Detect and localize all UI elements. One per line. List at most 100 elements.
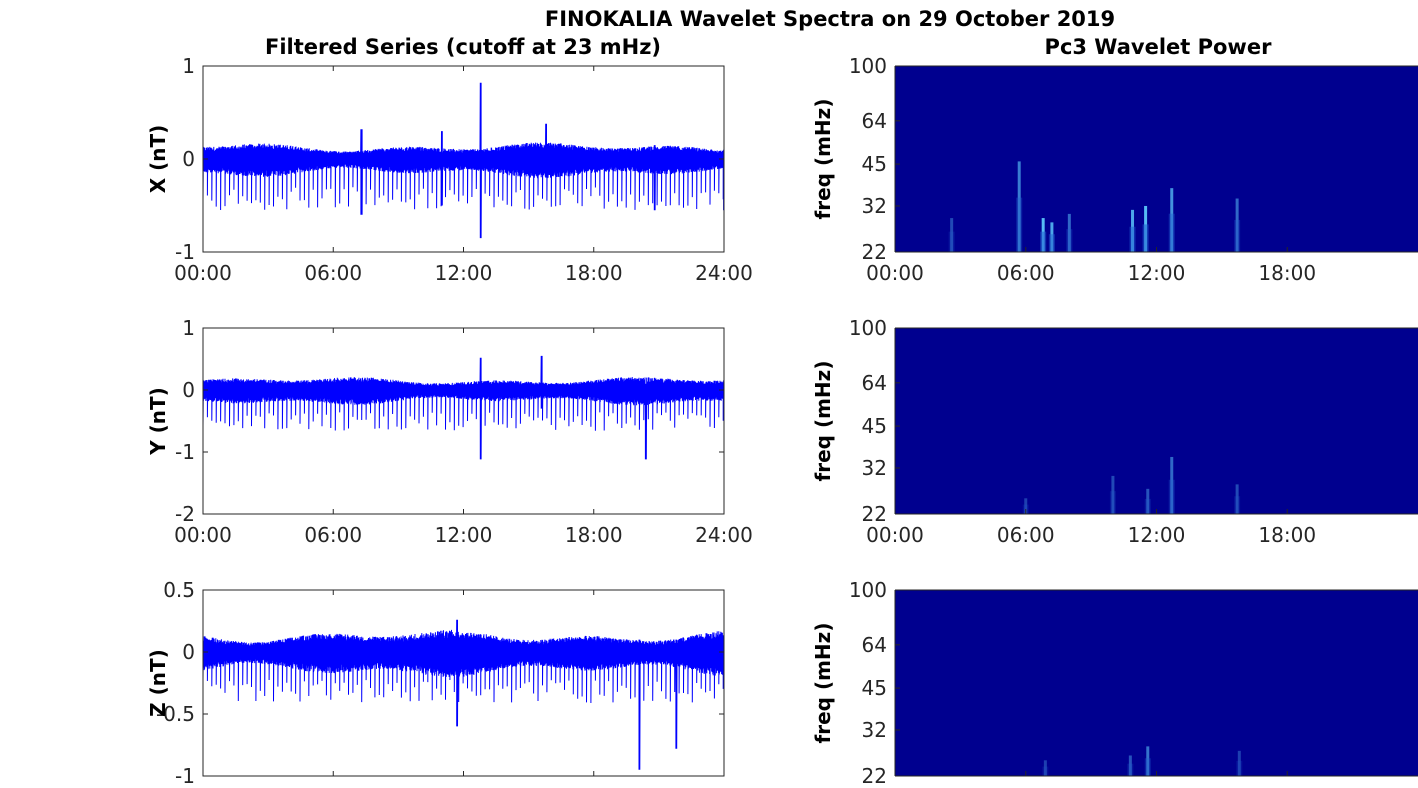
power-burst (1235, 484, 1239, 514)
figure-title: FINOKALIA Wavelet Spectra on 29 October … (545, 7, 1115, 31)
y-axis-label: freq (mHz) (811, 99, 835, 220)
x-tick-label: 00:00 (174, 261, 232, 285)
power-burst-glow (1016, 197, 1023, 252)
power-burst (1043, 760, 1047, 776)
series-line-x (203, 82, 724, 239)
power-burst-glow (1127, 763, 1134, 776)
y-tick-label: -1 (175, 240, 195, 264)
x-tick-label: 00:00 (866, 261, 924, 285)
panel-y-series: 1 0 -1 -200:00 06:00 12:00 18:00 24:00 Y (nT) (146, 316, 753, 547)
x-tick-label: 00:00 (174, 523, 232, 547)
power-burst (1111, 475, 1115, 514)
power-burst-glow (1042, 766, 1049, 776)
y-tick-label: 64 (862, 109, 887, 133)
y-tick-label: 0.5 (163, 578, 195, 602)
y-tick-label: 100 (849, 54, 887, 78)
y-tick-label: 64 (862, 371, 887, 395)
y-tick-label: 100 (849, 578, 887, 602)
power-burst-glow (948, 231, 955, 252)
power-burst-glow (1234, 219, 1241, 252)
power-burst-glow (1040, 231, 1047, 252)
y-tick-label: 22 (862, 502, 887, 526)
series-line-y (203, 355, 724, 460)
x-tick-label: 24:00 (695, 261, 753, 285)
x-tick-label: 06:00 (997, 261, 1055, 285)
panel-x-series: 1 0 -100:00 06:00 12:00 18:00 24:00 X (nT) (146, 54, 753, 285)
power-burst (1146, 488, 1150, 514)
y-tick-label: 32 (862, 718, 887, 742)
power-burst-glow (1144, 498, 1151, 514)
y-tick-label: 32 (862, 194, 887, 218)
power-burst-glow (1144, 758, 1151, 776)
y-tick-label: 0 (182, 147, 195, 171)
y-tick-label: 0 (182, 378, 195, 402)
power-burst (1235, 198, 1239, 252)
y-tick-label: -1 (175, 764, 195, 788)
y-axis-label: Z (nT) (146, 649, 170, 717)
right-column-title: Pc3 Wavelet Power (1045, 35, 1273, 59)
power-burst-glow (1109, 491, 1116, 514)
power-burst-glow (1168, 213, 1175, 252)
y-tick-label: 22 (862, 764, 887, 788)
power-burst (1146, 746, 1150, 776)
y-tick-label: -1 (175, 440, 195, 464)
y-tick-label: 45 (862, 152, 887, 176)
y-tick-label: 64 (862, 633, 887, 657)
spectrogram-background (895, 66, 1418, 252)
y-tick-label: 1 (182, 316, 195, 340)
power-burst (1170, 456, 1174, 514)
y-tick-label: 22 (862, 240, 887, 264)
power-burst (1017, 161, 1021, 252)
x-tick-label: 24:00 (695, 523, 753, 547)
power-burst-glow (1066, 229, 1073, 252)
y-axis-label: freq (mHz) (811, 623, 835, 744)
x-tick-label: 18:00 (565, 261, 623, 285)
y-tick-label: 0 (182, 640, 195, 664)
power-burst-glow (1129, 226, 1136, 252)
x-tick-label: 12:00 (1128, 261, 1186, 285)
series-line-z (203, 619, 724, 770)
power-burst (950, 218, 954, 252)
power-burst-glow (1142, 224, 1149, 252)
spectrogram-background (895, 328, 1418, 514)
x-tick-label: 18:00 (1258, 261, 1316, 285)
x-tick-label: 00:00 (866, 523, 924, 547)
spectrogram-background (895, 590, 1418, 776)
power-burst (1050, 222, 1054, 252)
power-burst-glow (1234, 496, 1241, 514)
y-axis-label: Y (nT) (146, 387, 170, 456)
left-column-title: Filtered Series (cutoff at 23 mHz) (265, 35, 661, 59)
y-tick-label: 32 (862, 456, 887, 480)
power-burst-glow (1236, 760, 1243, 776)
x-tick-label: 06:00 (304, 261, 362, 285)
x-tick-label: 18:00 (1258, 523, 1316, 547)
y-tick-label: 45 (862, 676, 887, 700)
y-tick-label: 45 (862, 414, 887, 438)
x-tick-label: 18:00 (565, 523, 623, 547)
power-burst (1131, 209, 1135, 252)
x-tick-label: 12:00 (435, 523, 493, 547)
panel-z-power: 100 64 45 32 22 freq (mHz) (811, 578, 1418, 788)
y-axis-label: freq (mHz) (811, 361, 835, 482)
power-burst-glow (1048, 234, 1055, 252)
y-tick-label: 100 (849, 316, 887, 340)
y-axis-label: X (nT) (146, 125, 170, 194)
x-tick-label: 06:00 (304, 523, 362, 547)
panels: 10-100:00 06:00 12:00 18:00 24:00X (nT)10064… (146, 54, 1418, 788)
x-tick-label: 12:00 (1128, 523, 1186, 547)
y-tick-label: 1 (182, 54, 195, 78)
panel-z-series: 0.5 0 -0.5 -1 Z (nT) (146, 578, 725, 788)
power-burst (1024, 498, 1028, 514)
power-burst-glow (1168, 479, 1175, 514)
power-burst (1128, 755, 1132, 776)
y-tick-label: -0.5 (156, 702, 195, 726)
power-burst (1237, 750, 1241, 776)
x-tick-label: 06:00 (997, 523, 1055, 547)
x-tick-label: 12:00 (435, 261, 493, 285)
power-burst (1067, 213, 1071, 252)
power-burst (1170, 188, 1174, 252)
y-tick-label: -2 (175, 502, 195, 526)
